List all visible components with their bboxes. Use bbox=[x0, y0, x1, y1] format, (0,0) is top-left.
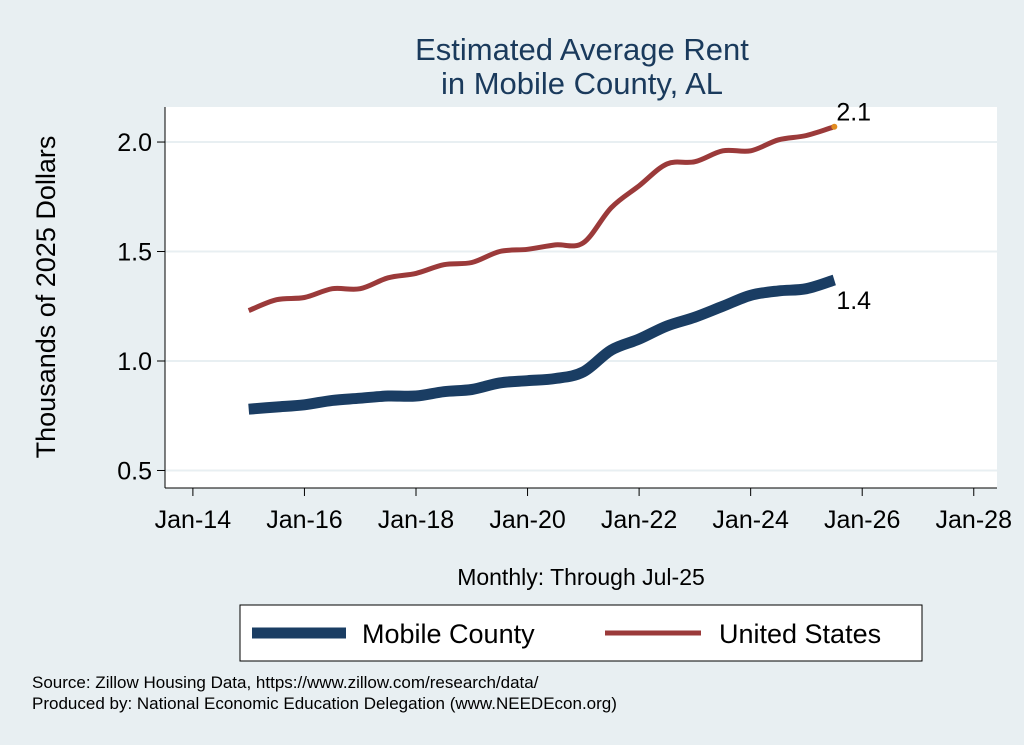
chart-subtitle: in Mobile County, AL bbox=[441, 66, 723, 101]
y-tick-label: 1.0 bbox=[117, 348, 152, 376]
end-label-mobile-county: 1.4 bbox=[836, 287, 871, 315]
series-line-mobile-county bbox=[248, 274, 837, 415]
legend bbox=[239, 604, 923, 662]
chart-title: Estimated Average Rent bbox=[415, 32, 749, 67]
source-note: Source: Zillow Housing Data, https://www… bbox=[32, 673, 539, 692]
end-label-united-states: 2.1 bbox=[836, 99, 871, 127]
x-axis-title: Monthly: Through Jul-25 bbox=[457, 564, 705, 590]
series-lines: 2.1 1.4 bbox=[247, 99, 871, 415]
x-tick-label: Jan-24 bbox=[712, 506, 789, 534]
producer-note: Produced by: National Economic Education… bbox=[32, 694, 617, 713]
x-tick-label: Jan-16 bbox=[266, 506, 342, 534]
y-tick-label: 2.0 bbox=[117, 129, 152, 157]
legend-label-mobile-county: Mobile County bbox=[362, 619, 535, 649]
x-tick-label: Jan-20 bbox=[489, 506, 565, 534]
x-tick-label: Jan-14 bbox=[155, 506, 232, 534]
end-point-marker-united-states bbox=[831, 123, 838, 130]
axes: 0.5 1.0 1.5 2.0 Jan-14 Jan-16 Jan-18 Jan-20 Jan-… bbox=[117, 107, 1012, 534]
x-tick-label: Jan-22 bbox=[601, 506, 677, 534]
x-tick-label: Jan-28 bbox=[936, 506, 1012, 534]
legend-label-united-states: United States bbox=[719, 619, 881, 649]
series-line-united-states bbox=[247, 124, 836, 313]
x-tick-label: Jan-18 bbox=[378, 506, 454, 534]
y-tick-label: 1.5 bbox=[117, 239, 152, 267]
y-tick-label: 0.5 bbox=[117, 457, 152, 485]
grid bbox=[165, 141, 997, 472]
x-tick-label: Jan-26 bbox=[824, 506, 900, 534]
y-axis-title: Thousands of 2025 Dollars bbox=[31, 136, 61, 459]
